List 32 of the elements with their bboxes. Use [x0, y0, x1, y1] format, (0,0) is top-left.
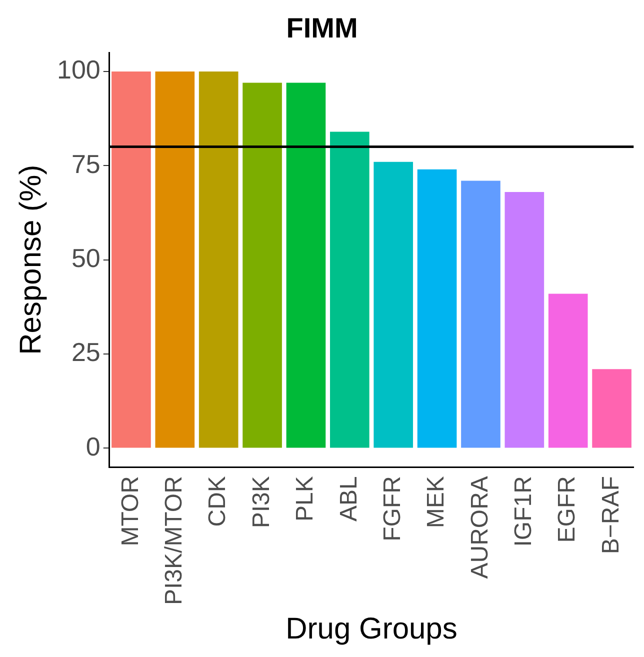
bar — [548, 294, 588, 448]
x-tick-label: ABL — [335, 476, 362, 522]
x-tick-label: FGFR — [378, 476, 406, 542]
x-tick-label: EGFR — [554, 476, 581, 543]
bar — [374, 162, 414, 448]
x-tick-label: PLK — [292, 476, 319, 522]
bar — [242, 82, 282, 448]
bar — [155, 71, 195, 448]
x-tick-label: IGF1R — [510, 476, 538, 547]
bar — [112, 71, 151, 448]
bar — [417, 169, 457, 448]
bar — [592, 369, 632, 448]
y-tick-label: 50 — [71, 243, 100, 274]
y-tick-label: 100 — [56, 54, 100, 85]
bar — [504, 192, 544, 448]
x-tick-label: MEK — [422, 476, 450, 528]
bar — [286, 82, 326, 448]
chart-title: FIMM — [286, 12, 358, 44]
y-axis-title: Response (%) — [14, 164, 48, 355]
x-tick-label: CDK — [204, 476, 232, 527]
y-tick-label: 0 — [86, 431, 100, 462]
x-axis-title: Drug Groups — [286, 612, 458, 646]
x-tick-label: PI3K — [248, 476, 275, 528]
bar — [461, 180, 500, 448]
bar — [330, 132, 370, 448]
y-tick-label: 25 — [71, 337, 100, 368]
x-tick-label: MTOR — [116, 476, 144, 546]
x-tick-label: B−RAF — [597, 476, 624, 554]
x-tick-label: AURORA — [466, 476, 494, 579]
bar — [198, 71, 238, 448]
x-tick-label: PI3K/MTOR — [160, 476, 188, 606]
y-tick-label: 75 — [71, 148, 100, 179]
